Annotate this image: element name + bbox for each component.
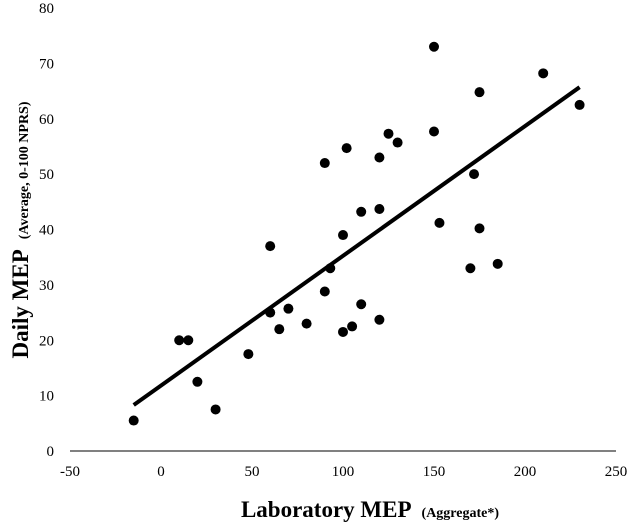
x-tick-label: 100 bbox=[332, 464, 355, 480]
data-point bbox=[392, 137, 403, 148]
data-point bbox=[283, 303, 294, 314]
data-point bbox=[265, 241, 276, 252]
data-point bbox=[469, 169, 480, 180]
y-axis-title-main: Daily MEP bbox=[8, 249, 33, 358]
data-point bbox=[434, 217, 445, 228]
data-points bbox=[128, 41, 585, 426]
x-tick-label: 150 bbox=[423, 464, 446, 480]
y-tick-label: 10 bbox=[39, 389, 54, 405]
data-point bbox=[210, 404, 221, 415]
data-point bbox=[429, 41, 439, 52]
data-point bbox=[356, 299, 367, 310]
data-point bbox=[192, 376, 203, 387]
data-point bbox=[574, 99, 585, 110]
data-point bbox=[474, 223, 485, 234]
data-point bbox=[492, 258, 503, 269]
y-axis-ticks: 0 10 20 30 40 50 60 70 80 bbox=[39, 1, 54, 460]
data-point bbox=[374, 204, 385, 215]
data-point bbox=[274, 324, 285, 335]
x-axis-ticks: -50 0 50 100 150 200 250 bbox=[60, 464, 627, 480]
y-tick-label: 60 bbox=[39, 112, 54, 128]
data-point bbox=[341, 143, 352, 154]
data-point bbox=[174, 335, 185, 346]
y-tick-label: 70 bbox=[39, 56, 54, 72]
data-point bbox=[338, 230, 348, 241]
data-point bbox=[301, 318, 312, 329]
data-point bbox=[347, 321, 358, 332]
trendline bbox=[132, 85, 581, 407]
data-point bbox=[374, 314, 385, 325]
y-tick-label: 20 bbox=[39, 333, 54, 349]
data-point bbox=[538, 68, 549, 79]
y-tick-label: 80 bbox=[39, 1, 54, 17]
y-tick-label: 0 bbox=[47, 444, 55, 460]
y-tick-label: 40 bbox=[39, 223, 54, 239]
x-tick-label: 50 bbox=[245, 464, 260, 480]
x-tick-label: 250 bbox=[605, 464, 628, 480]
data-point bbox=[128, 415, 139, 426]
y-tick-label: 30 bbox=[39, 278, 54, 294]
data-point bbox=[374, 152, 385, 163]
y-axis-title: Daily MEP (Average, 0-100 NPRS) bbox=[8, 101, 33, 358]
y-tick-label: 50 bbox=[39, 167, 54, 183]
data-point bbox=[183, 335, 194, 346]
data-point bbox=[465, 263, 476, 274]
x-axis-title-sub: (Aggregate*) bbox=[422, 506, 500, 521]
data-point bbox=[429, 126, 439, 137]
x-tick-label: 0 bbox=[157, 464, 165, 480]
x-axis-title-main: Laboratory MEP bbox=[241, 497, 412, 522]
data-point bbox=[474, 87, 485, 98]
data-point bbox=[338, 326, 348, 337]
data-point bbox=[243, 349, 254, 360]
data-point bbox=[319, 286, 330, 297]
y-axis-title-sub: (Average, 0-100 NPRS) bbox=[17, 101, 32, 239]
x-tick-label: 200 bbox=[514, 464, 537, 480]
data-point bbox=[383, 128, 394, 139]
data-point bbox=[356, 206, 367, 217]
x-tick-label: -50 bbox=[60, 464, 80, 480]
x-axis-title: Laboratory MEP (Aggregate*) bbox=[241, 497, 499, 522]
data-point bbox=[319, 158, 330, 169]
